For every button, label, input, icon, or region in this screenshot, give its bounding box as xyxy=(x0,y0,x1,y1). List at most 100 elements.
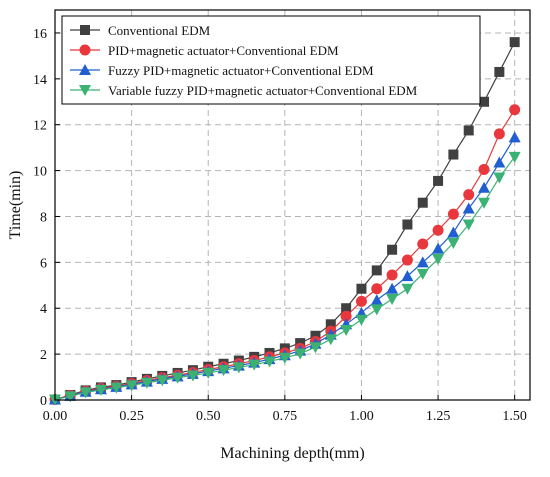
data-point xyxy=(463,125,474,136)
y-tick-label: 16 xyxy=(33,27,47,42)
data-point xyxy=(370,304,383,316)
legend-item: Fuzzy PID+magnetic actuator+Conventional… xyxy=(70,63,374,78)
data-point xyxy=(263,356,276,368)
data-point xyxy=(370,294,383,306)
data-point xyxy=(171,372,184,384)
legend-item: PID+magnetic actuator+Conventional EDM xyxy=(70,43,339,58)
x-tick-label: 1.25 xyxy=(426,409,451,424)
y-tick-label: 12 xyxy=(33,119,47,134)
data-point xyxy=(386,294,399,306)
data-point xyxy=(340,325,353,337)
data-point xyxy=(447,226,460,238)
plot-frame xyxy=(54,9,531,401)
legend-item: Conventional EDM xyxy=(70,23,211,38)
y-tick-label: 8 xyxy=(40,210,47,225)
data-point xyxy=(217,365,230,377)
data-point xyxy=(448,149,459,160)
data-point xyxy=(462,202,475,214)
series-4 xyxy=(49,151,521,406)
data-point xyxy=(324,334,337,346)
data-point xyxy=(202,367,215,379)
data-point xyxy=(478,197,491,209)
data-point xyxy=(401,270,414,282)
data-point xyxy=(386,269,398,281)
data-point xyxy=(462,219,475,231)
y-tick-label: 10 xyxy=(33,165,47,180)
data-point xyxy=(401,283,414,295)
data-point xyxy=(508,151,521,163)
data-point xyxy=(232,362,245,374)
data-point xyxy=(478,163,490,175)
legend-item: Variable fuzzy PID+magnetic actuator+Con… xyxy=(70,83,418,98)
data-point xyxy=(509,37,520,48)
data-point xyxy=(432,224,444,236)
y-tick-label: 2 xyxy=(40,348,47,363)
data-point xyxy=(371,283,383,295)
data-point xyxy=(416,268,429,280)
x-tick-label: 1.50 xyxy=(502,409,527,424)
data-point xyxy=(479,96,490,107)
legend-marker xyxy=(79,85,91,96)
data-point xyxy=(356,283,367,294)
data-point xyxy=(432,242,445,254)
data-point xyxy=(494,66,505,77)
legend-label: PID+magnetic actuator+Conventional EDM xyxy=(108,43,339,58)
legend: Conventional EDM PID+magnetic actuator+Co… xyxy=(61,15,481,105)
x-tick-label: 0.00 xyxy=(43,409,68,424)
data-point xyxy=(110,382,123,394)
x-tick-label: 0.50 xyxy=(196,409,221,424)
data-point xyxy=(402,219,413,230)
data-point xyxy=(447,237,460,249)
data-point xyxy=(355,314,368,326)
x-axis-title: Machining depth(mm) xyxy=(220,445,364,462)
legend-label: Variable fuzzy PID+magnetic actuator+Con… xyxy=(108,83,418,98)
data-point xyxy=(508,131,521,143)
y-tick-label: 0 xyxy=(40,394,47,409)
data-point xyxy=(417,197,428,208)
legend-label: Conventional EDM xyxy=(108,23,211,38)
data-point xyxy=(341,303,352,314)
data-point xyxy=(248,359,261,371)
x-tick-label: 0.25 xyxy=(119,409,144,424)
data-point xyxy=(463,189,475,201)
data-point xyxy=(340,310,352,322)
data-point xyxy=(94,384,107,396)
data-point xyxy=(417,238,429,250)
legend-label: Fuzzy PID+magnetic actuator+Conventional… xyxy=(108,63,374,78)
data-point xyxy=(156,375,169,387)
data-point xyxy=(64,391,77,403)
data-point xyxy=(125,380,138,392)
data-point xyxy=(416,256,429,268)
legend-marker xyxy=(79,64,91,75)
data-point xyxy=(310,330,321,341)
y-tick-label: 4 xyxy=(40,302,47,317)
y-tick-label: 14 xyxy=(33,73,47,88)
data-point xyxy=(387,244,398,255)
data-point xyxy=(186,370,199,382)
data-point xyxy=(325,319,336,330)
data-point xyxy=(401,254,413,266)
data-point xyxy=(433,175,444,186)
data-point xyxy=(447,208,459,220)
data-point xyxy=(432,253,445,265)
data-point xyxy=(371,265,382,276)
axis-ticks: 0.00 0.25 0.50 0.75 1.00 1.25 1.50 0 2 4 6 8 10 12 14 1… xyxy=(33,27,527,424)
x-tick-label: 0.75 xyxy=(273,409,298,424)
data-point xyxy=(140,377,153,389)
data-point xyxy=(309,342,322,354)
data-point xyxy=(509,104,521,116)
data-point xyxy=(493,156,506,168)
data-point xyxy=(294,348,307,360)
x-tick-label: 1.00 xyxy=(349,409,374,424)
data-point xyxy=(386,282,399,294)
data-point xyxy=(79,387,92,399)
data-point xyxy=(493,172,506,184)
y-axis-title: Time(min) xyxy=(7,171,24,240)
data-point xyxy=(278,352,291,364)
data-point xyxy=(355,295,367,307)
legend-box xyxy=(61,15,481,105)
legend-marker xyxy=(79,44,91,56)
y-tick-label: 6 xyxy=(40,256,47,271)
